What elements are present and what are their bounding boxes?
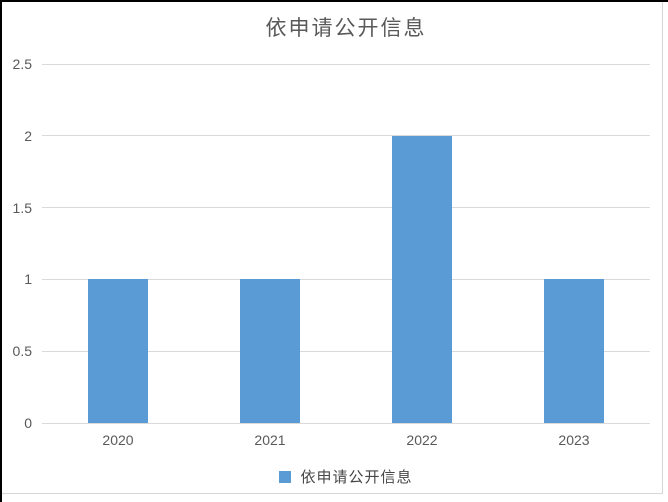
gridline (42, 207, 650, 209)
gridline (42, 422, 650, 424)
y-tick-label: 0.5 (12, 343, 32, 360)
legend-swatch-icon (279, 470, 292, 483)
bar-2023 (544, 279, 604, 423)
y-tick-label: 0 (24, 415, 32, 431)
y-tick-label: 1.5 (12, 199, 32, 216)
x-tick-label-2023: 2023 (558, 432, 590, 448)
plot-area (42, 63, 650, 424)
bar-2022 (392, 135, 452, 423)
legend: 依申请公开信息 (42, 466, 650, 487)
y-axis: 0 0.5 1 1.5 2 2.5 (2, 56, 32, 431)
legend-label: 依申请公开信息 (300, 469, 413, 486)
chart-title: 依申请公开信息 (265, 17, 427, 40)
x-axis: 2020 2021 2022 2023 (42, 432, 650, 450)
gridline (42, 135, 650, 137)
gridline (42, 278, 650, 280)
y-tick-label: 2 (24, 127, 32, 144)
x-tick-label-2022: 2022 (406, 432, 438, 448)
gridline (42, 63, 650, 65)
y-tick-label: 1 (24, 271, 32, 288)
bar-2021 (240, 279, 300, 423)
bar-2020 (88, 279, 148, 423)
x-tick-label-2021: 2021 (254, 432, 286, 448)
x-tick-label-2020: 2020 (102, 432, 134, 448)
y-tick-label: 2.5 (12, 56, 32, 72)
gridline (42, 350, 650, 352)
